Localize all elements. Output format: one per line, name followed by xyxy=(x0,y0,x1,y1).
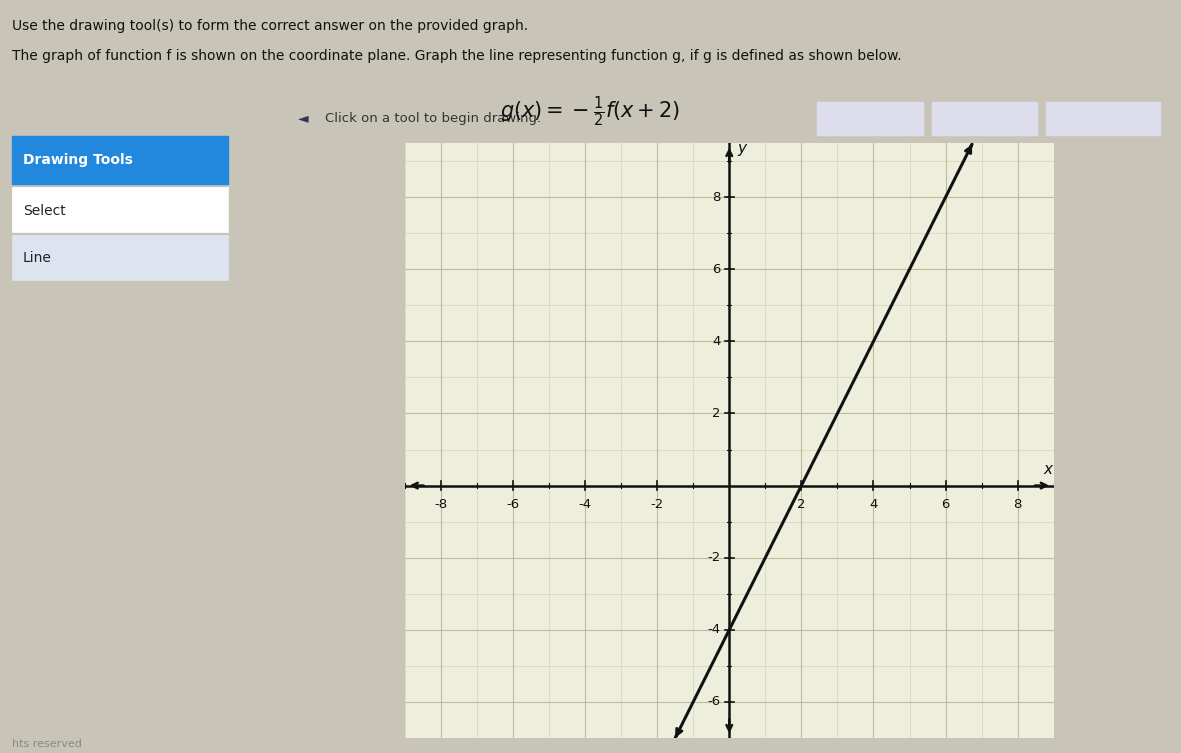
Text: -6: -6 xyxy=(507,498,520,511)
Text: hts reserved: hts reserved xyxy=(12,739,81,749)
Bar xyxy=(12,187,228,232)
Text: 8: 8 xyxy=(712,191,720,203)
Text: -8: -8 xyxy=(435,498,448,511)
Text: 2: 2 xyxy=(712,407,720,420)
Text: ◄: ◄ xyxy=(298,111,308,126)
Text: Select: Select xyxy=(22,204,66,218)
Text: Use the drawing tool(s) to form the correct answer on the provided graph.: Use the drawing tool(s) to form the corr… xyxy=(12,19,528,33)
Text: -6: -6 xyxy=(707,695,720,709)
Text: y: y xyxy=(737,141,746,156)
Text: $g(x) = -\frac{1}{2}f(x + 2)$: $g(x) = -\frac{1}{2}f(x + 2)$ xyxy=(501,94,680,129)
Bar xyxy=(817,102,922,136)
Bar xyxy=(12,136,228,184)
Text: Drawing Tools: Drawing Tools xyxy=(22,153,132,166)
Text: 4: 4 xyxy=(869,498,877,511)
Bar xyxy=(12,235,228,280)
Text: -2: -2 xyxy=(651,498,664,511)
Text: 6: 6 xyxy=(941,498,950,511)
Text: -4: -4 xyxy=(707,623,720,636)
Text: x: x xyxy=(1044,462,1052,477)
Text: ⊗ Delete: ⊗ Delete xyxy=(837,112,894,125)
Text: -4: -4 xyxy=(579,498,592,511)
Text: ↩ Undo: ↩ Undo xyxy=(957,112,1004,125)
Text: 2: 2 xyxy=(797,498,805,511)
Text: 8: 8 xyxy=(1013,498,1022,511)
Text: Click on a tool to begin drawing.: Click on a tool to begin drawing. xyxy=(325,112,541,125)
Bar xyxy=(932,102,1037,136)
Text: 4: 4 xyxy=(712,335,720,348)
Text: -2: -2 xyxy=(707,551,720,564)
Bar xyxy=(1046,102,1161,136)
Text: Line: Line xyxy=(22,251,52,265)
Text: 6: 6 xyxy=(712,263,720,276)
Text: ↺ Reset: ↺ Reset xyxy=(1078,112,1128,125)
Text: The graph of function f is shown on the coordinate plane. Graph the line represe: The graph of function f is shown on the … xyxy=(12,49,901,63)
